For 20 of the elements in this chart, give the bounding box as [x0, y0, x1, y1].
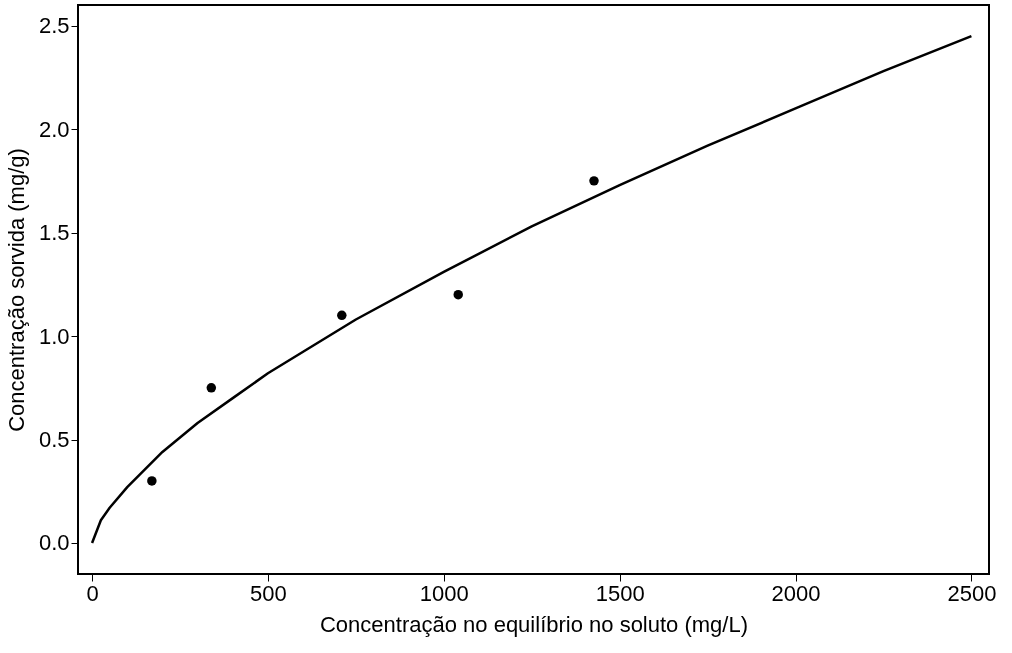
y-tick-label: 1.0 — [38, 323, 70, 349]
y-tick-label: 2.0 — [38, 116, 70, 142]
point — [589, 176, 599, 186]
y-tick-label: 0.0 — [38, 530, 70, 556]
x-tick-label: 2500 — [947, 580, 997, 606]
x-tick-label: 2000 — [771, 580, 821, 606]
point — [147, 476, 157, 486]
x-tick-label: 0 — [86, 580, 99, 606]
x-tick-label: 1500 — [595, 580, 645, 606]
point — [337, 310, 347, 321]
x-tick-label: 500 — [250, 580, 287, 606]
y-tick-label: 2.5 — [38, 13, 70, 39]
point — [206, 383, 217, 393]
line-series — [90, 34, 973, 545]
y-tick-label: 1.5 — [38, 220, 70, 246]
point — [453, 289, 463, 300]
y-axis-title: Concentração sorvida (mg/g) — [3, 148, 29, 432]
x-tick-label: 1000 — [419, 580, 469, 606]
y-tick-label: 0.5 — [38, 427, 70, 453]
x-axis-title: Concentração no equilíbrio no soluto (mg/L) — [319, 611, 749, 637]
